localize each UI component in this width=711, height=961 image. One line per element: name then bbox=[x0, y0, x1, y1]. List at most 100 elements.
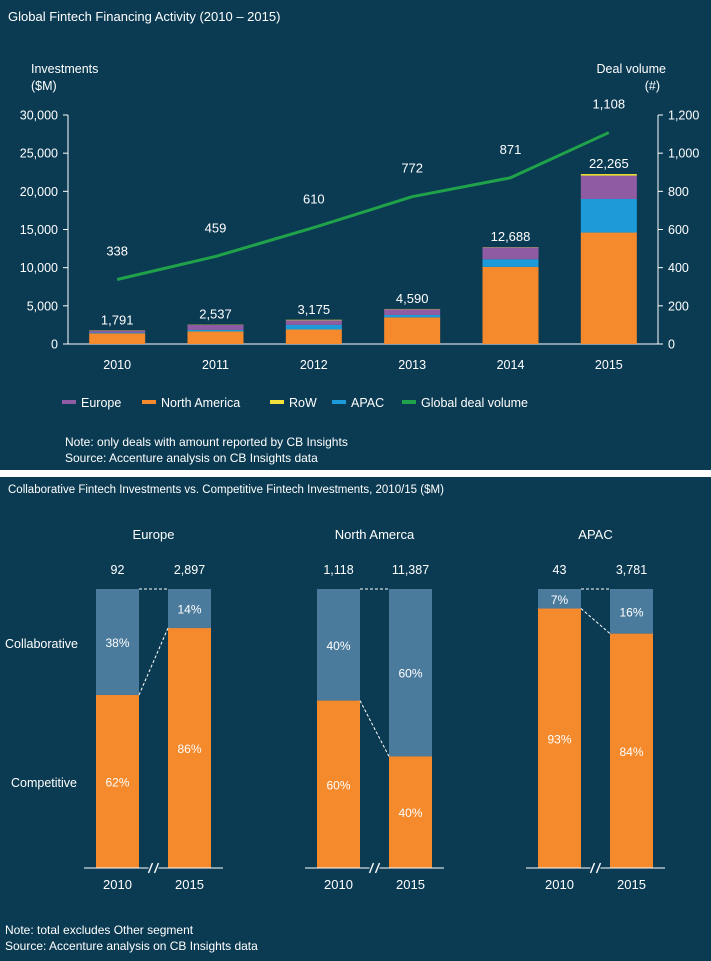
x-tick-label: 2015 bbox=[617, 877, 646, 892]
row-label-collaborative: Collaborative bbox=[5, 637, 78, 651]
bar-segment bbox=[384, 309, 441, 315]
group-name: APAC bbox=[578, 527, 612, 542]
y2-tick-label: 1,000 bbox=[668, 147, 699, 161]
competitive-bar bbox=[610, 633, 653, 868]
legend-swatch bbox=[402, 400, 416, 404]
deal-volume-line bbox=[116, 131, 610, 281]
bar-segment bbox=[285, 320, 342, 325]
chart-title: Collaborative Fintech Investments vs. Co… bbox=[8, 484, 444, 496]
deal-volume-label: 459 bbox=[205, 220, 227, 235]
collaborative-pct-label: 7% bbox=[551, 593, 569, 607]
competitive-pct-label: 62% bbox=[105, 776, 129, 790]
bar-total-label: 92 bbox=[111, 563, 125, 577]
y2-tick-label: 0 bbox=[668, 338, 675, 352]
bar-total-label: 1,118 bbox=[323, 563, 353, 577]
collaborative-pct-label: 16% bbox=[619, 605, 643, 619]
split-connector bbox=[580, 608, 611, 635]
bar-segment bbox=[580, 198, 637, 233]
collaborative-pct-label: 60% bbox=[398, 667, 422, 681]
bar-segment bbox=[482, 247, 539, 260]
axis-break-gap bbox=[369, 866, 380, 870]
bar-total-label: 3,175 bbox=[298, 302, 331, 317]
x-tick-label: 2012 bbox=[300, 358, 328, 372]
competitive-bar bbox=[317, 700, 360, 868]
deal-volume-label: 772 bbox=[401, 161, 423, 176]
bar-total-label: 3,781 bbox=[616, 563, 647, 577]
y-axis-label: ($M) bbox=[31, 79, 57, 93]
y2-tick-label: 1,200 bbox=[668, 109, 699, 123]
bar-total-label: 2,537 bbox=[199, 307, 232, 322]
competitive-bar bbox=[168, 628, 211, 868]
bar-segment bbox=[285, 324, 342, 330]
competitive-pct-label: 84% bbox=[619, 745, 643, 759]
bar-segment bbox=[580, 174, 637, 176]
legend-swatch bbox=[62, 400, 76, 404]
collaborative-bar bbox=[168, 589, 211, 629]
deal-volume-label: 610 bbox=[303, 192, 325, 207]
y-tick-label: 25,000 bbox=[20, 147, 58, 161]
bar-total-label: 43 bbox=[553, 563, 567, 577]
x-tick-label: 2014 bbox=[497, 358, 525, 372]
x-tick-label: 2010 bbox=[103, 877, 132, 892]
deal-volume-label: 338 bbox=[106, 243, 128, 258]
x-tick-label: 2013 bbox=[398, 358, 426, 372]
x-tick-label: 2011 bbox=[202, 358, 229, 372]
bar-segment bbox=[285, 319, 342, 321]
bar-total-label: 4,590 bbox=[396, 291, 429, 306]
bar-segment bbox=[187, 331, 244, 344]
competitive-bar bbox=[538, 608, 581, 868]
bar-segment bbox=[89, 333, 146, 344]
y2-tick-label: 800 bbox=[668, 185, 689, 199]
y-tick-label: 15,000 bbox=[20, 223, 58, 237]
bar-segment bbox=[89, 332, 146, 334]
legend-swatch bbox=[142, 400, 156, 404]
collaborative-bar bbox=[538, 589, 581, 609]
collaborative-bar bbox=[317, 589, 360, 701]
competitive-pct-label: 40% bbox=[398, 806, 422, 820]
collaborative-bar bbox=[389, 589, 432, 757]
collab-vs-competitive-chart: Collaborative Competitive Europe 92 38% 62% 20… bbox=[5, 527, 665, 953]
bar-segment bbox=[187, 329, 244, 332]
axis-break-gap bbox=[148, 866, 159, 870]
bar-segment bbox=[580, 175, 637, 199]
legend-swatch bbox=[270, 400, 284, 404]
y-tick-label: 5,000 bbox=[27, 299, 58, 313]
global-fintech-chart-panel: Global Fintech Financing Activity (2010 … bbox=[0, 0, 711, 470]
split-connector bbox=[359, 700, 390, 757]
competitive-pct-label: 86% bbox=[177, 742, 201, 756]
y-tick-label: 10,000 bbox=[20, 261, 58, 275]
competitive-pct-label: 60% bbox=[326, 778, 350, 792]
bar-segment bbox=[187, 324, 244, 330]
y-axis-label: Investments bbox=[31, 62, 98, 76]
bar-total-label: 2,897 bbox=[174, 563, 205, 577]
x-tick-label: 2015 bbox=[396, 877, 425, 892]
bar-segment bbox=[482, 266, 539, 344]
y2-axis-label: (#) bbox=[645, 79, 660, 93]
bar-segment bbox=[580, 232, 637, 344]
y2-axis-label: Deal volume bbox=[597, 62, 667, 76]
axis-break-mark bbox=[147, 862, 154, 874]
legend-label: APAC bbox=[351, 396, 384, 410]
bar-total-label: 1,791 bbox=[101, 312, 134, 327]
axis-break-mark bbox=[368, 862, 375, 874]
axis-break-mark bbox=[589, 862, 596, 874]
bar-segment bbox=[89, 330, 146, 333]
bar-segment bbox=[482, 259, 539, 267]
legend-swatch bbox=[332, 400, 346, 404]
y2-tick-label: 200 bbox=[668, 299, 689, 313]
axis-break-mark bbox=[374, 862, 381, 874]
group-name: North Amerca bbox=[335, 527, 415, 542]
legend-label: Global deal volume bbox=[421, 396, 528, 410]
x-tick-label: 2010 bbox=[545, 877, 574, 892]
bar-segment bbox=[285, 329, 342, 344]
collab-vs-competitive-panel: Collaborative Fintech Investments vs. Co… bbox=[0, 477, 711, 961]
group-name: Europe bbox=[133, 527, 175, 542]
row-label-competitive: Competitive bbox=[11, 776, 77, 790]
legend-label: Europe bbox=[81, 396, 121, 410]
y-tick-label: 0 bbox=[51, 338, 58, 352]
x-tick-label: 2015 bbox=[595, 358, 623, 372]
axis-break-gap bbox=[590, 866, 601, 870]
x-tick-label: 2015 bbox=[175, 877, 204, 892]
collaborative-bar bbox=[610, 589, 653, 634]
collaborative-pct-label: 14% bbox=[177, 603, 201, 617]
